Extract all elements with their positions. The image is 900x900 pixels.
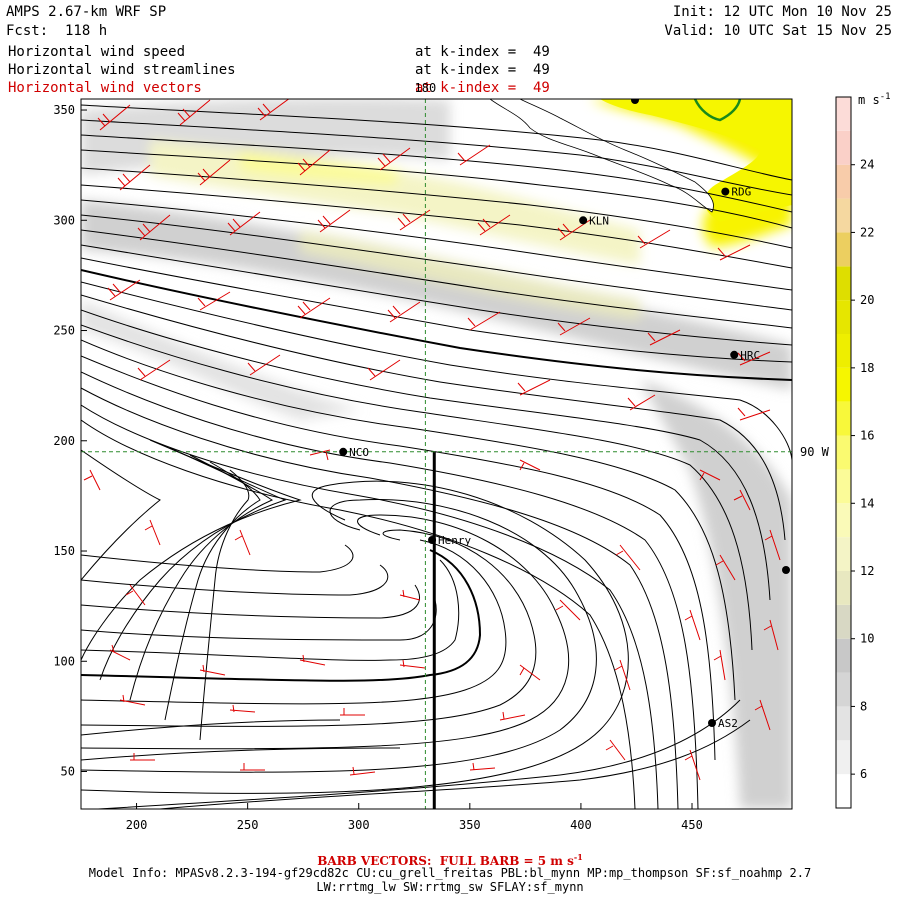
y-tick-label: 100 — [53, 654, 75, 668]
colorbar-label: 6 — [860, 767, 867, 781]
colorbar-label: 10 — [860, 632, 874, 646]
speed-band-middle — [81, 200, 792, 390]
colorbar-bin — [836, 367, 851, 402]
colorbar-label: 12 — [860, 564, 874, 578]
colorbar-bin — [836, 740, 851, 775]
model-title: AMPS 2.67-km WRF SP — [6, 4, 167, 20]
x-tick-label: 250 — [237, 818, 259, 832]
map-area: RDG KLN HRC NCO Henry AS2 — [81, 99, 792, 809]
station-marker-east — [782, 566, 790, 574]
x-tick-label: 350 — [459, 818, 481, 832]
colorbar-bin — [836, 130, 851, 165]
colorbar-bin — [836, 571, 851, 605]
station-label: HRC — [740, 349, 760, 362]
field-vectors-level: at k-index = 49 — [415, 80, 550, 96]
colorbar-bin — [836, 469, 851, 504]
coast-green-contour — [693, 99, 742, 122]
x-tick-label: 300 — [348, 818, 370, 832]
wind-barbs — [83, 99, 781, 781]
colorbar-bin — [836, 537, 851, 571]
x-tick-label: 400 — [570, 818, 592, 832]
colorbar-label: 14 — [860, 496, 874, 510]
speed-band-upper-core — [240, 150, 400, 185]
colorbar-label: 24 — [860, 158, 874, 172]
valid-time: Valid: 10 UTC Sat 15 Nov 25 — [664, 23, 892, 39]
colorbar-bin — [836, 638, 851, 673]
colorbar-bin — [836, 401, 851, 436]
station-label: KLN — [589, 214, 609, 227]
x-tick-label: 200 — [126, 818, 148, 832]
y-tick-label: 150 — [53, 544, 75, 558]
y-tick-label: 250 — [53, 324, 75, 338]
station-label: NCO — [349, 446, 369, 459]
stations: RDG KLN HRC NCO Henry AS2 — [339, 186, 760, 730]
station-marker — [428, 535, 437, 544]
colorbar-bin — [836, 266, 851, 301]
colorbar-label: 18 — [860, 361, 874, 375]
colorbar-bin — [836, 672, 851, 707]
station-label: AS2 — [718, 717, 738, 730]
colorbar-bin — [836, 300, 851, 334]
colorbar-label: 22 — [860, 225, 874, 239]
station-marker — [730, 350, 739, 359]
model-info: Model Info: MPASv8.2.3-194-gf29cd82c CU:… — [88, 866, 812, 880]
meridian-label: 180 — [415, 81, 437, 95]
parallel-label: 90 W — [800, 445, 830, 459]
colorbar: 6 8 10 12 14 16 18 20 22 24 — [836, 97, 874, 808]
station-label: RDG — [731, 186, 751, 199]
streamlines — [81, 104, 792, 809]
wind-speed-shading — [81, 99, 792, 809]
y-tick-label: 50 — [61, 765, 75, 779]
colorbar-bin — [836, 97, 851, 131]
field-vectors-label: Horizontal wind vectors — [8, 80, 202, 96]
colorbar-label: 20 — [860, 293, 874, 307]
speed-core-northeast-inner — [600, 99, 792, 222]
station-marker — [579, 216, 588, 225]
field-streamlines-level: at k-index = 49 — [415, 62, 550, 78]
x-tick-label: 450 — [681, 818, 703, 832]
colorbar-bin — [836, 503, 851, 538]
station-label: Henry — [438, 534, 471, 547]
y-tick-label: 350 — [53, 103, 75, 117]
field-streamlines-label: Horizontal wind streamlines — [8, 62, 236, 78]
physics-info: LW:rrtmg_lw SW:rrtmg_sw SFLAY:sf_mynn — [316, 880, 584, 894]
y-tick-label: 300 — [53, 213, 75, 227]
speed-band-east — [640, 380, 792, 809]
y-tick-label: 200 — [53, 434, 75, 448]
speed-band-middle-yellow — [300, 230, 640, 320]
x-axis: 200 250 300 350 400 450 — [126, 803, 703, 832]
init-time: Init: 12 UTC Mon 10 Nov 25 — [672, 4, 892, 20]
colorbar-bin — [836, 334, 851, 368]
field-wind-speed-level: at k-index = 49 — [415, 44, 550, 60]
colorbar-label: 16 — [860, 429, 874, 443]
coast-landmass — [489, 99, 714, 213]
colorbar-frame — [835, 96, 852, 809]
colorbar-bin — [836, 706, 851, 741]
colorbar-bin — [836, 774, 851, 808]
colorbar-label: 8 — [860, 699, 867, 713]
field-wind-speed-label: Horizontal wind speed — [8, 44, 186, 60]
station-marker — [721, 187, 730, 196]
map-frame — [80, 98, 793, 810]
colorbar-bin — [836, 164, 851, 199]
station-marker — [339, 447, 348, 456]
y-axis: 50 100 150 200 250 300 350 — [53, 103, 87, 779]
barb-legend: BARB VECTORS: FULL BARB = 5 m s-1 — [317, 852, 583, 868]
forecast-hour: Fcst: 118 h — [6, 23, 108, 39]
colorbar-bin — [836, 198, 851, 233]
colorbar-unit: m s-1 — [858, 92, 891, 107]
colorbar-bin — [836, 604, 851, 639]
station-marker — [708, 719, 717, 728]
colorbar-bin — [836, 232, 851, 267]
colorbar-bin — [836, 435, 851, 470]
speed-band-west — [81, 300, 360, 420]
station-marker-north — [631, 99, 639, 104]
